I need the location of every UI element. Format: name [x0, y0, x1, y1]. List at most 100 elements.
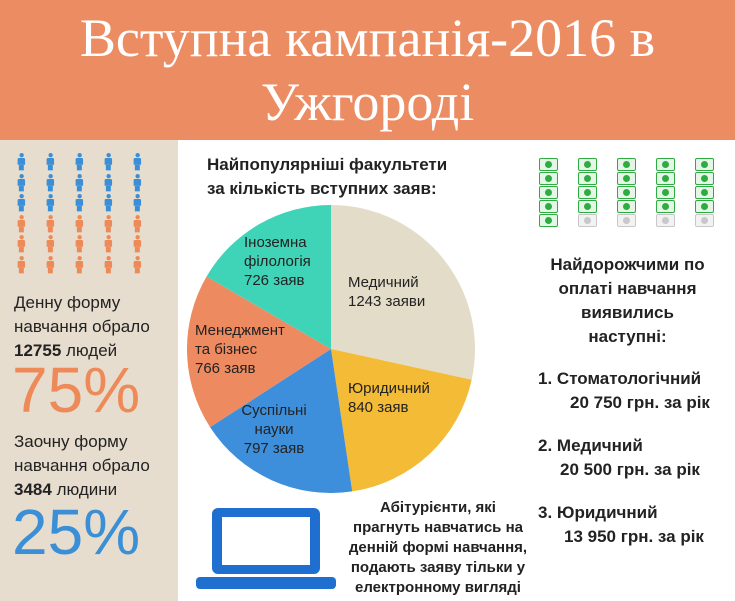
- costs-heading: Найдорожчими по оплаті навчання виявилис…: [520, 253, 735, 349]
- cost-item-3-name: Юридичний: [556, 503, 658, 522]
- person-icon: [104, 214, 113, 232]
- person-icon: [46, 235, 55, 253]
- banknote-icon: [539, 172, 558, 185]
- banknote-icon: [695, 200, 714, 213]
- person-icon: [104, 194, 113, 212]
- person-icon: [104, 255, 113, 273]
- cost-item-3-price: 13 950: [564, 527, 616, 546]
- study-form-panel: [0, 140, 178, 601]
- cost-item-1-num: 1.: [538, 369, 553, 388]
- cost-item-2-title: 2. Медичний: [538, 434, 700, 458]
- day-study-line-2: навчання обрало: [14, 317, 150, 336]
- person-icon: [46, 255, 55, 273]
- person-icon: [133, 235, 142, 253]
- laptop-icon: [196, 508, 336, 589]
- cost-item-1-title: 1. Стоматологічний: [538, 367, 710, 391]
- banknote-icon: [656, 158, 675, 171]
- pie-slice-label: Менеджмент та бізнес 766 заяв: [195, 322, 285, 377]
- note-line-4: подають заяву тільки у: [350, 559, 526, 576]
- banknote-icon: [695, 214, 714, 227]
- person-icon: [75, 173, 84, 191]
- banknote-icon: [539, 186, 558, 199]
- pie-heading-line-2: за кількість вступних заяв:: [207, 179, 437, 198]
- cost-item-2-price: 20 500: [560, 460, 612, 479]
- note-line-5: електронному вигляді: [355, 579, 521, 596]
- person-icon: [75, 194, 84, 212]
- person-icon: [104, 173, 113, 191]
- cost-item-3-title: 3. Юридичний: [538, 501, 704, 525]
- cost-item-2-unit: грн. за рік: [616, 460, 700, 479]
- day-study-unit: людей: [66, 341, 118, 360]
- person-icon: [104, 153, 113, 171]
- pie-slice: [331, 205, 475, 380]
- costs-heading-line-4: наступні:: [588, 327, 667, 346]
- cost-item-1-unit: грн. за рік: [626, 393, 710, 412]
- cost-item-2: 2. Медичний 20 500 грн. за рік: [538, 434, 700, 482]
- extramural-count-line: 3484 людини: [14, 478, 150, 502]
- person-icon: [75, 214, 84, 232]
- person-icon: [17, 235, 26, 253]
- person-icon: [75, 235, 84, 253]
- day-study-count: 12755: [14, 341, 62, 360]
- costs-heading-line-1: Найдорожчими по: [550, 255, 705, 274]
- banknote-icon: [539, 158, 558, 171]
- cost-item-3-unit: грн. за рік: [620, 527, 704, 546]
- cost-item-3: 3. Юридичний 13 950 грн. за рік: [538, 501, 704, 549]
- banknote-icon: [578, 172, 597, 185]
- person-icon: [133, 214, 142, 232]
- person-icon: [46, 194, 55, 212]
- page-title-line-1: Вступна кампанія-2016 в: [79, 8, 656, 68]
- banknote-icon: [578, 214, 597, 227]
- pie-slice: [206, 205, 331, 349]
- extramural-percent: 25%: [12, 496, 141, 568]
- costs-heading-line-2: оплаті навчання: [558, 279, 697, 298]
- banknote-icon: [617, 158, 636, 171]
- banknote-icon: [578, 200, 597, 213]
- banknote-icon: [617, 214, 636, 227]
- extramural-study-text: Заочну форму навчання обрало 3484 людини: [14, 430, 150, 502]
- person-icon: [133, 153, 142, 171]
- person-icon: [17, 194, 26, 212]
- banknote-icon: [695, 186, 714, 199]
- banknote-icon: [539, 200, 558, 213]
- faculty-pie-chart: Медичний 1243 заяви Юридичний 840 заяв Суспі…: [187, 205, 475, 493]
- person-icon: [104, 235, 113, 253]
- costs-heading-line-3: виявились: [581, 303, 674, 322]
- cost-item-1: 1. Стоматологічний 20 750 грн. за рік: [538, 367, 710, 415]
- extramural-count: 3484: [14, 480, 52, 499]
- person-icon: [133, 255, 142, 273]
- person-icon: [133, 173, 142, 191]
- banknote-icon: [578, 186, 597, 199]
- day-study-text: Денну форму навчання обрало 12755 людей: [14, 291, 150, 363]
- banknote-icon: [617, 200, 636, 213]
- banknote-icon: [656, 186, 675, 199]
- pie-slice: [210, 349, 353, 493]
- cost-item-1-price: 20 750: [570, 393, 622, 412]
- pie-slice: [187, 276, 331, 428]
- pie-heading: Найпопулярніші факультети за кількість в…: [207, 153, 447, 201]
- extramural-line-2: навчання обрало: [14, 456, 150, 475]
- cost-item-2-price-line: 20 500 грн. за рік: [538, 458, 700, 482]
- cost-item-1-price-line: 20 750 грн. за рік: [538, 391, 710, 415]
- day-study-count-line: 12755 людей: [14, 339, 150, 363]
- note-line-2: прагнуть навчатись на: [353, 519, 523, 536]
- banknote-icon: [695, 158, 714, 171]
- cost-item-2-name: Медичний: [556, 436, 643, 455]
- person-icon: [46, 173, 55, 191]
- day-study-percent: 75%: [12, 354, 141, 426]
- person-icon: [46, 214, 55, 232]
- pie-heading-line-1: Найпопулярніші факультети: [207, 155, 448, 174]
- banknote-icon: [539, 214, 558, 227]
- note-line-1: Абітурієнти, які: [380, 499, 496, 516]
- pie-slice-label: Медичний 1243 заяви: [348, 274, 425, 310]
- person-icon: [17, 173, 26, 191]
- pie-slice-label: Іноземна філологія 726 заяв: [244, 234, 311, 289]
- banknote-icon: [656, 200, 675, 213]
- extramural-unit: людини: [56, 480, 118, 499]
- banknote-icon: [617, 186, 636, 199]
- extramural-line-1: Заочну форму: [14, 432, 128, 451]
- banknote-icon: [578, 158, 597, 171]
- cost-item-1-name: Стоматологічний: [556, 369, 702, 388]
- person-icon: [75, 255, 84, 273]
- pie-slice-label: Суспільні науки 797 заяв: [241, 402, 306, 457]
